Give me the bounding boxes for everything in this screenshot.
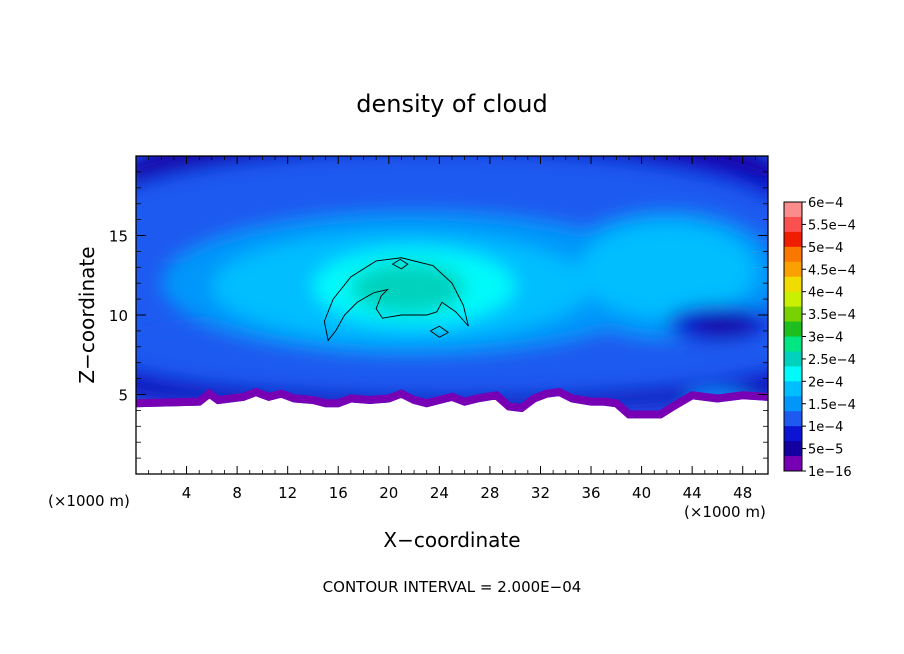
x-tick-label: 8 — [232, 484, 242, 502]
x-tick-label: 20 — [379, 484, 398, 502]
colorbar-swatch — [784, 396, 802, 412]
colorbar-label: 3e−4 — [808, 331, 843, 346]
colorbar-label: 4.5e−4 — [808, 263, 856, 278]
contour-line-1 — [391, 258, 409, 270]
colorbar-swatch — [784, 321, 802, 337]
y-tick-label: 15 — [109, 228, 128, 246]
y-tick-label: 5 — [118, 387, 128, 405]
x-tick-label: 16 — [329, 484, 348, 502]
x-tick-label: 36 — [581, 484, 600, 502]
colorbar-swatch — [784, 261, 802, 278]
colorbar-swatch — [784, 441, 802, 457]
x-tick-label: 40 — [632, 484, 651, 502]
density-region-11 — [578, 222, 756, 319]
colorbar-swatch — [784, 291, 802, 308]
colorbar-swatch — [784, 366, 802, 382]
x-tick-label: 48 — [733, 484, 752, 502]
colorbar-swatch — [784, 306, 802, 323]
colorbar-label: 1e−16 — [808, 465, 852, 480]
colorbar-label: 5e−5 — [808, 443, 843, 458]
density-region-15 — [692, 316, 756, 336]
x-tick-label: 12 — [278, 484, 297, 502]
colorbar-label: 4e−4 — [808, 286, 843, 301]
colorbar-label: 2e−4 — [808, 375, 843, 390]
y-tick-label: 10 — [109, 307, 128, 325]
colorbar-label: 1e−4 — [808, 420, 843, 435]
x-axis-label: X−coordinate — [383, 528, 520, 552]
contour-line-0 — [323, 257, 469, 342]
colorbar-swatch — [784, 336, 802, 352]
contour-lines — [323, 257, 469, 342]
colorbar-swatch — [784, 351, 802, 367]
colorbar-swatch — [784, 426, 802, 442]
x-unit-right: (×1000 m) — [684, 503, 766, 521]
colorbar: 6e−4 5.5e−4 5e−4 4.5e−4 4e−4 3.5e−4 3e−4 2.5e−4… — [783, 196, 856, 480]
colorbar-swatch — [784, 246, 802, 263]
x-tick-label: 4 — [182, 484, 192, 502]
y-axis-label: Z−coordinate — [75, 246, 99, 383]
density-field — [136, 156, 768, 409]
x-axis: 4 8 12 16 20 24 28 32 36 40 44 48 — [148, 156, 756, 502]
terrain-mask — [136, 396, 768, 474]
contour-line-2 — [429, 325, 450, 338]
y-axis: 5 10 15 — [109, 171, 768, 459]
colorbar-swatch — [784, 231, 802, 248]
colorbar-swatch — [784, 216, 802, 233]
colorbar-label: 1.5e−4 — [808, 398, 856, 413]
colorbar-label: 5.5e−4 — [808, 218, 856, 233]
contour-interval-footer: CONTOUR INTERVAL = 2.000E−04 — [323, 578, 582, 596]
plot-area — [136, 156, 768, 474]
colorbar-swatch — [784, 456, 802, 472]
x-tick-label: 28 — [480, 484, 499, 502]
colorbar-swatch — [784, 276, 802, 293]
chart-title: density of cloud — [356, 90, 547, 118]
colorbar-swatch — [784, 411, 802, 427]
colorbar-swatch — [784, 202, 802, 218]
colorbar-label: 3.5e−4 — [808, 308, 856, 323]
x-unit-left: (×1000 m) — [48, 492, 130, 510]
x-tick-label: 24 — [430, 484, 449, 502]
colorbar-label: 2.5e−4 — [808, 353, 856, 368]
x-tick-label: 44 — [683, 484, 702, 502]
colorbar-label: 5e−4 — [808, 241, 843, 256]
colorbar-swatch — [784, 381, 802, 397]
colorbar-label: 6e−4 — [808, 196, 843, 211]
terrain-edge-band — [136, 387, 768, 419]
x-tick-label: 32 — [531, 484, 550, 502]
